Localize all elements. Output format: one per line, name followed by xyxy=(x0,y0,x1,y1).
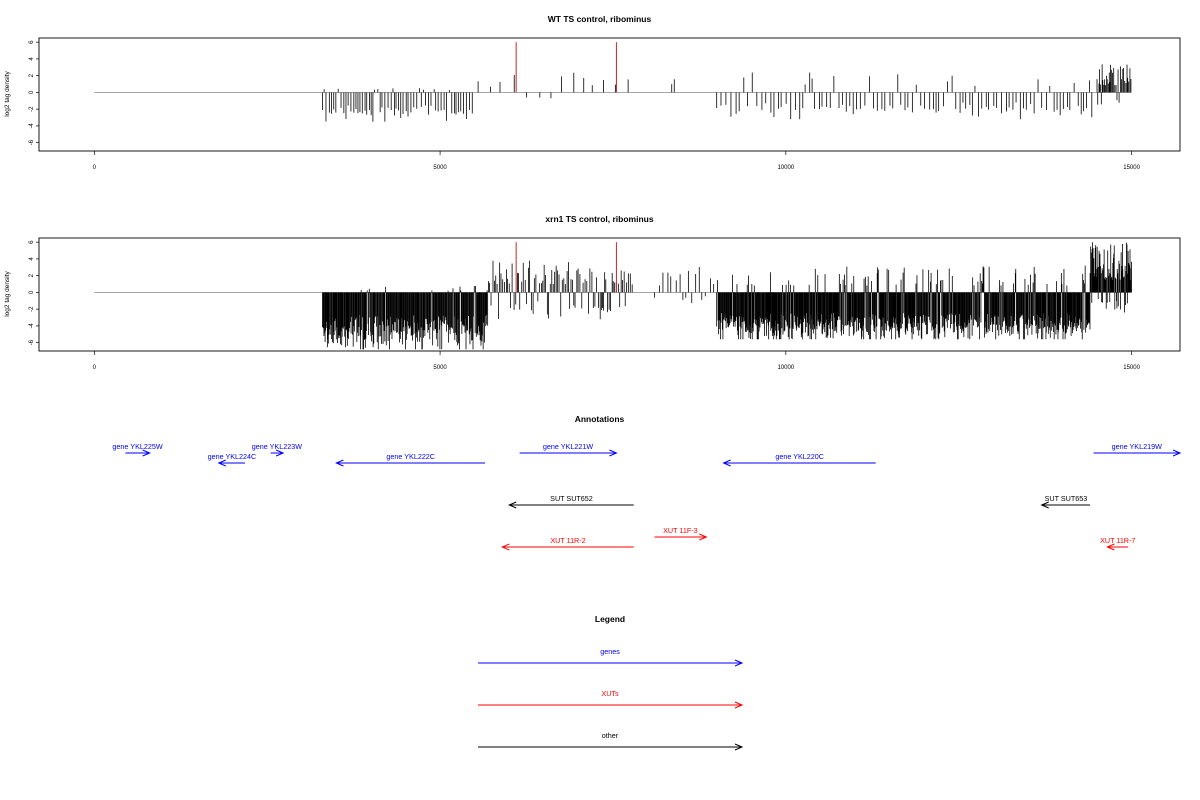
feature-label: gene YKL225W xyxy=(112,442,162,451)
annotations-title: Annotations xyxy=(575,414,625,424)
feature-gene-ykl224c: gene YKL224C xyxy=(208,452,257,467)
feature-sut-sut653: SUT SUT653 xyxy=(1040,494,1091,509)
legend-label: other xyxy=(602,731,619,740)
arrow-head xyxy=(1106,543,1115,551)
y-tick-label: 2 xyxy=(29,273,35,277)
arrow-head xyxy=(501,543,510,551)
feature-label: SUT SUT653 xyxy=(1045,494,1088,503)
y-tick-label: 6 xyxy=(29,240,35,244)
arrow-head xyxy=(1040,501,1049,509)
y-tick-label: -6 xyxy=(29,339,35,345)
arrow-head xyxy=(335,459,344,467)
feature-gene-ykl223w: gene YKL223W xyxy=(252,442,302,457)
feature-label: gene YKL220C xyxy=(775,452,824,461)
arrow-head xyxy=(609,449,618,457)
y-tick-label: -4 xyxy=(29,323,35,329)
x-tick-label: 5000 xyxy=(433,365,447,371)
y-tick-label: -2 xyxy=(29,106,35,112)
x-tick-label: 0 xyxy=(93,365,97,371)
x-tick-label: 5000 xyxy=(433,165,447,171)
feature-sut-sut652: SUT SUT652 xyxy=(507,494,634,509)
legend-entry-xuts: XUTs xyxy=(478,689,744,709)
arrow-head xyxy=(142,449,151,457)
legend-title: Legend xyxy=(595,614,625,624)
feature-xut-11r-7: XUT 11R-7 xyxy=(1100,536,1135,551)
panel-title: xrn1 TS control, ribominus xyxy=(545,214,653,224)
feature-label: gene YKL221W xyxy=(543,442,593,451)
y-tick-label: 4 xyxy=(29,257,35,261)
signal-bars xyxy=(322,64,1132,122)
feature-label: SUT SUT652 xyxy=(550,494,593,503)
x-tick-label: 10000 xyxy=(777,365,794,371)
signal-panel-1: WT TS control, ribominus 6 4 2 0 -2 -4 -6 log2 t… xyxy=(4,14,1181,171)
arrow-head xyxy=(734,659,744,667)
arrow-head xyxy=(734,701,744,709)
plot-frame xyxy=(38,37,1181,152)
y-tick-label: 2 xyxy=(29,73,35,77)
y-tick-label: 0 xyxy=(29,90,35,94)
feature-label: gene YKL224C xyxy=(208,452,257,461)
x-tick-label: 10000 xyxy=(777,165,794,171)
feature-label: gene YKL222C xyxy=(386,452,435,461)
arrow-head xyxy=(699,533,708,541)
feature-gene-ykl221w: gene YKL221W xyxy=(519,442,618,457)
feature-gene-ykl222c: gene YKL222C xyxy=(335,452,486,467)
arrow-head xyxy=(217,459,226,467)
legend-entry-other: other xyxy=(478,731,744,751)
y-tick-label: 6 xyxy=(29,40,35,44)
y-axis-label: log2 tag density xyxy=(4,70,11,116)
arrow-head xyxy=(1172,449,1182,457)
feature-gene-ykl220c: gene YKL220C xyxy=(722,452,876,467)
x-tick-label: 0 xyxy=(93,165,97,171)
legend-label: XUTs xyxy=(601,689,619,698)
arrow-head xyxy=(734,743,744,751)
feature-label: gene YKL223W xyxy=(252,442,302,451)
feature-gene-ykl225w: gene YKL225W xyxy=(112,442,163,457)
arrow-head xyxy=(275,449,285,457)
legend-label: genes xyxy=(600,647,620,656)
legend-entry-genes: genes xyxy=(478,647,744,667)
plot-frame xyxy=(38,237,1181,352)
panel-title: WT TS control, ribominus xyxy=(548,14,652,24)
feature-label: XUT 11F-3 xyxy=(663,526,697,535)
y-tick-label: 4 xyxy=(29,57,35,61)
x-tick-label: 15000 xyxy=(1123,165,1140,171)
feature-label: gene YKL219W xyxy=(1112,442,1162,451)
feature-xut-11f-3: XUT 11F-3 xyxy=(654,526,708,541)
feature-xut-11r-2: XUT 11R-2 xyxy=(501,536,634,551)
arrow-head xyxy=(507,501,517,509)
y-axis-label: log2 tag density xyxy=(4,270,11,316)
arrow-head xyxy=(722,459,731,467)
feature-label: XUT 11R-7 xyxy=(1100,536,1135,545)
feature-gene-ykl219w: gene YKL219W xyxy=(1093,442,1182,457)
feature-label: XUT 11R-2 xyxy=(550,536,585,545)
signal-panel-2: xrn1 TS control, ribominus 6 4 2 0 -2 -4 -6 log2… xyxy=(4,214,1181,371)
y-tick-label: -4 xyxy=(29,123,35,129)
y-tick-label: 0 xyxy=(29,290,35,294)
legend: Legend genes XUTs other xyxy=(478,614,744,751)
y-tick-label: -2 xyxy=(29,306,35,312)
signal-bars xyxy=(322,242,1132,350)
y-tick-label: -6 xyxy=(29,139,35,145)
x-tick-label: 15000 xyxy=(1123,365,1140,371)
